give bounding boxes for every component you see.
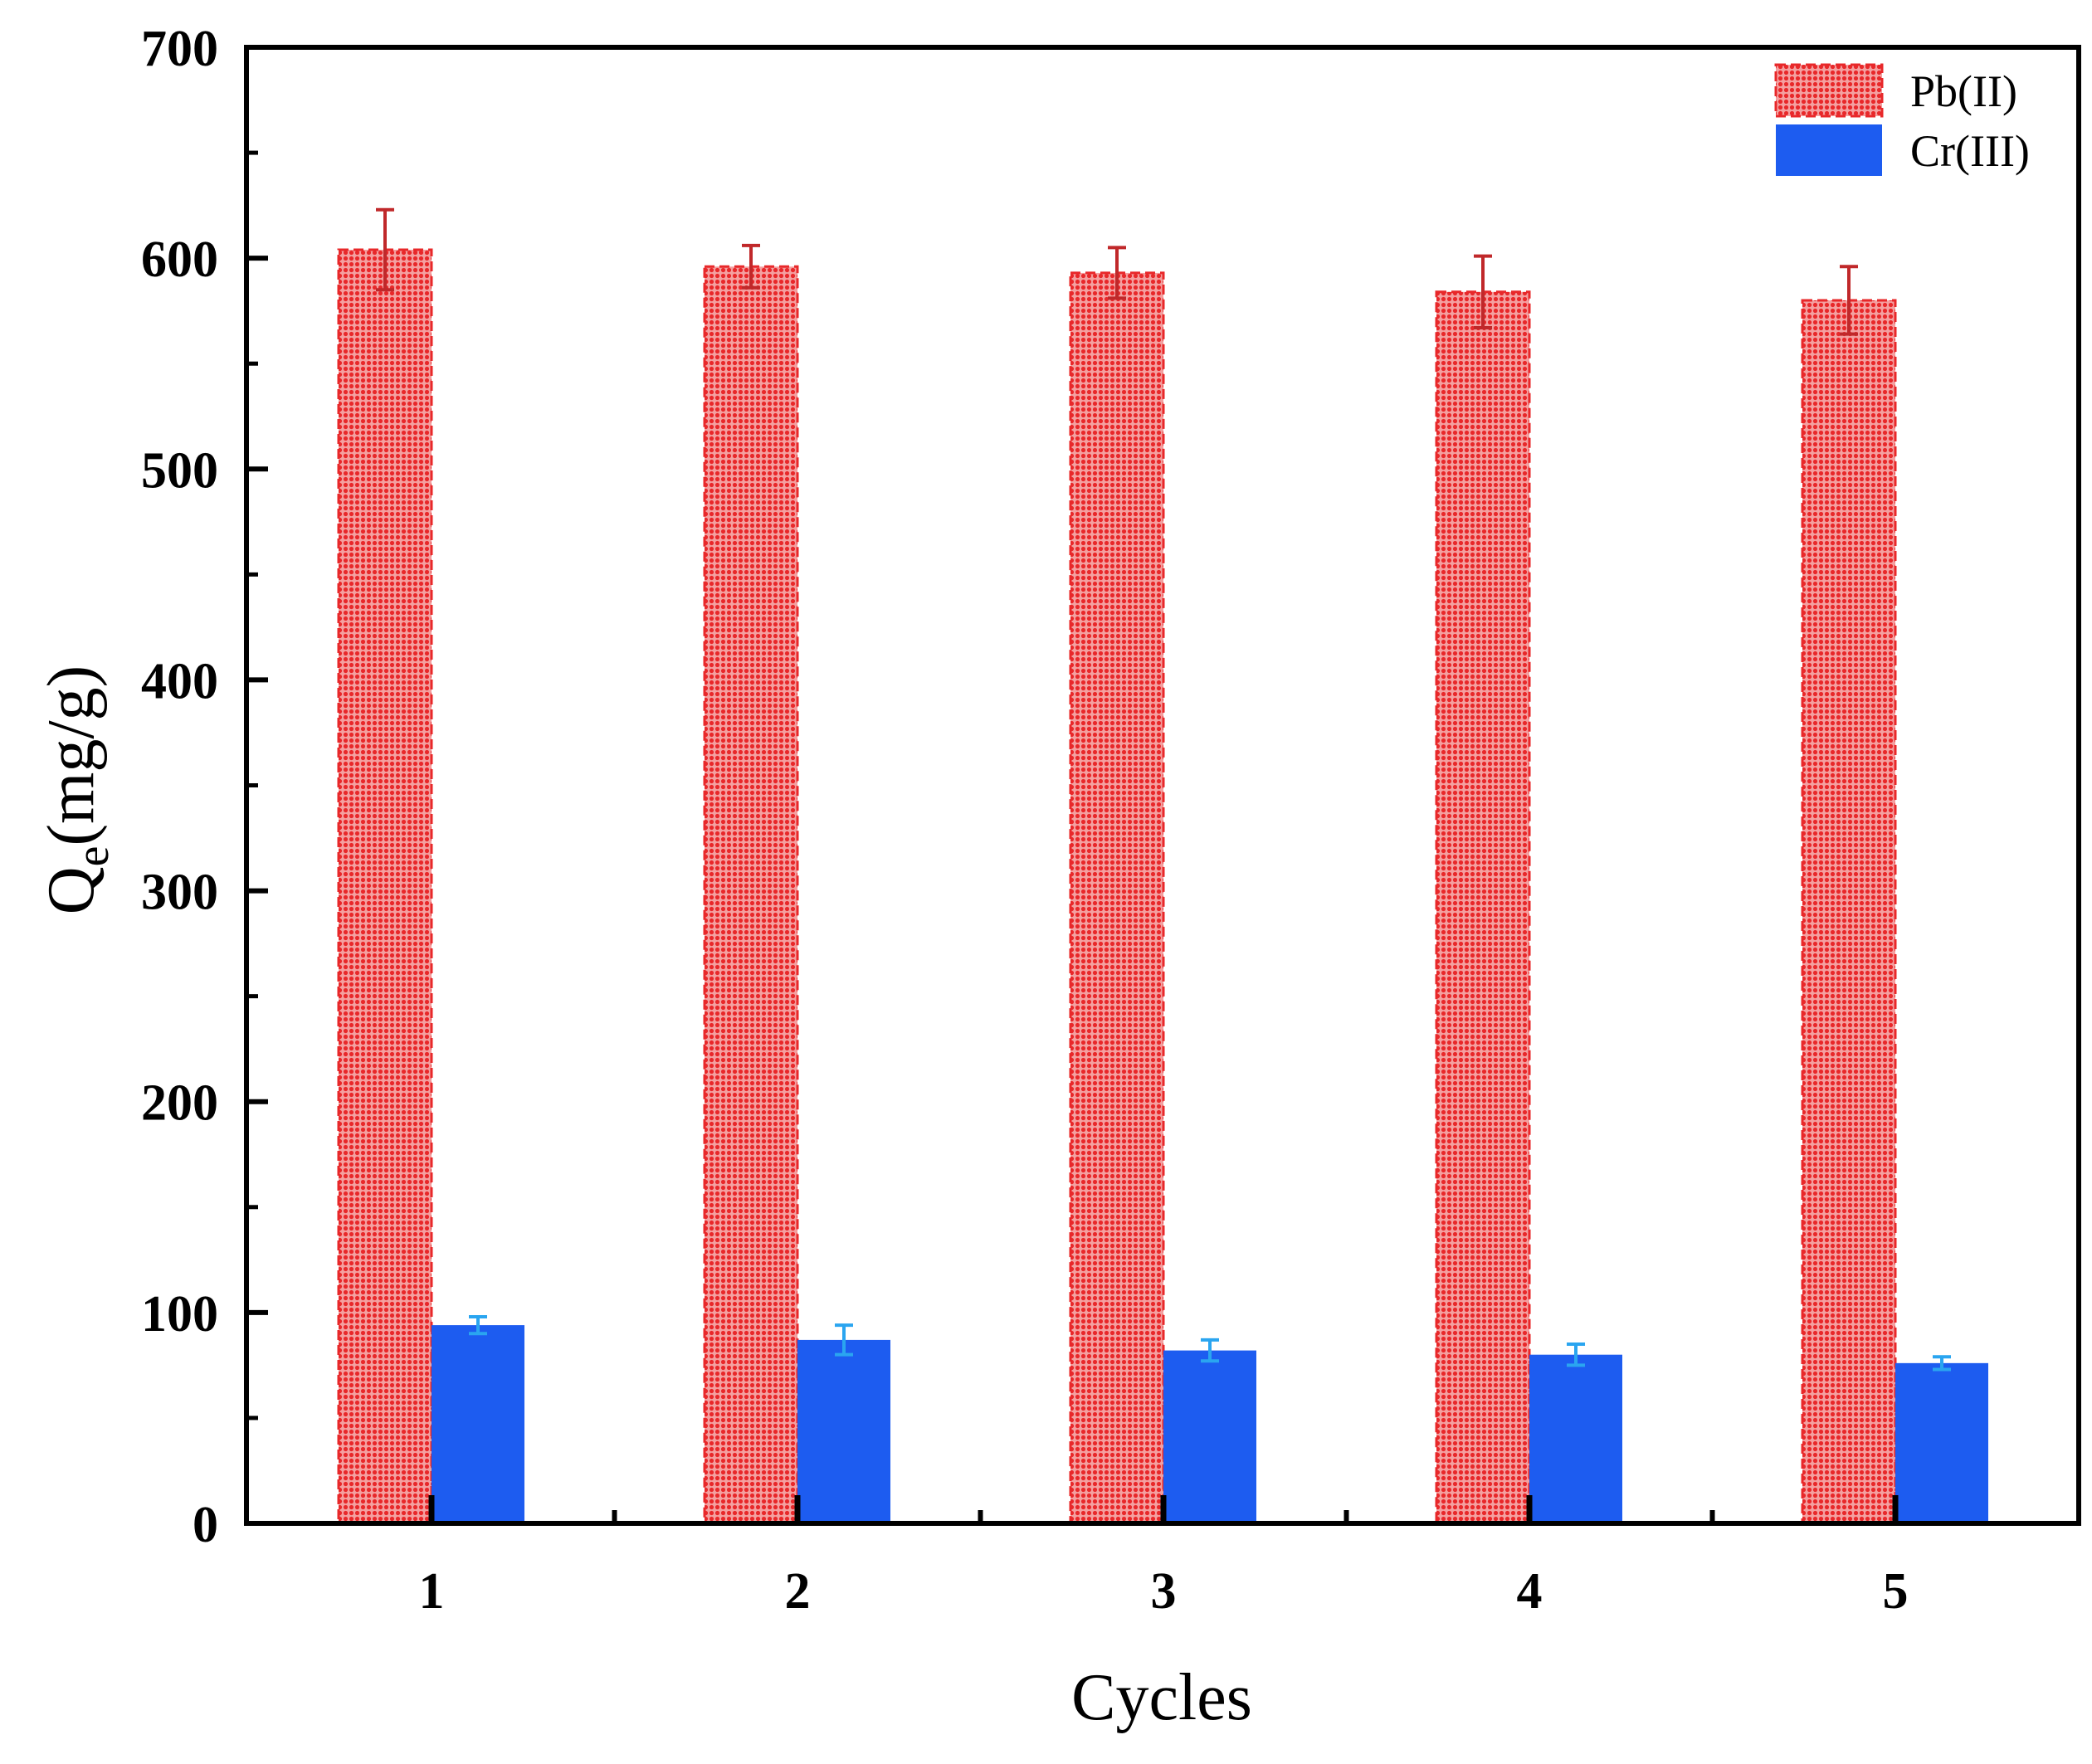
- bar-pbii-2: [703, 265, 799, 1525]
- bars-layer: [337, 248, 1988, 1525]
- error-bars-layer: [376, 207, 1951, 1372]
- y-tick-label-700: 700: [141, 21, 218, 77]
- bar-criii-5: [1895, 1362, 1988, 1523]
- x-tick-label-2: 2: [785, 1563, 811, 1620]
- legend-swatch-pbii: [1774, 63, 1884, 118]
- y-tick-label-500: 500: [141, 442, 218, 499]
- x-axis-title: Cycles: [1071, 1661, 1252, 1734]
- y-tick-label-100: 100: [141, 1286, 218, 1342]
- y-tick-label-600: 600: [141, 231, 218, 288]
- x-tick-label-1: 1: [419, 1563, 445, 1620]
- bar-criii-3: [1163, 1350, 1256, 1523]
- y-axis-title-unit: (mg/g): [35, 665, 108, 846]
- bar-criii-4: [1529, 1354, 1622, 1523]
- bar-criii-2: [797, 1339, 890, 1523]
- y-axis-title-subscript: e: [67, 846, 119, 867]
- legend-label-pbii: Pb(II): [1910, 66, 2017, 116]
- y-tick-label-200: 200: [141, 1075, 218, 1132]
- y-tick-label-0: 0: [193, 1497, 218, 1553]
- bar-pbii-3: [1069, 271, 1165, 1525]
- bar-pbii-4: [1435, 290, 1531, 1525]
- x-tick-label-3: 3: [1151, 1563, 1177, 1620]
- bar-pbii-1: [337, 248, 433, 1525]
- x-tick-label-4: 4: [1517, 1563, 1543, 1620]
- legend-swatch-criii: [1776, 124, 1882, 176]
- axes-layer: [244, 45, 2081, 1526]
- legend: Pb(II) Cr(III): [1774, 63, 2030, 176]
- y-axis-title: Qe(mg/g): [35, 665, 119, 914]
- y-axis-title-main: Q: [35, 866, 108, 914]
- plot-frame: [244, 45, 2081, 1526]
- bar-pbii-5: [1801, 299, 1897, 1525]
- y-tick-label-400: 400: [141, 653, 218, 709]
- x-tick-label-5: 5: [1883, 1563, 1909, 1620]
- bar-criii-1: [432, 1325, 524, 1523]
- legend-label-criii: Cr(III): [1910, 126, 2030, 176]
- y-tick-label-300: 300: [141, 865, 218, 921]
- tick-labels-layer: 1 2 3 4 5 0 100 200 300 400 500 600 700: [141, 21, 1909, 1620]
